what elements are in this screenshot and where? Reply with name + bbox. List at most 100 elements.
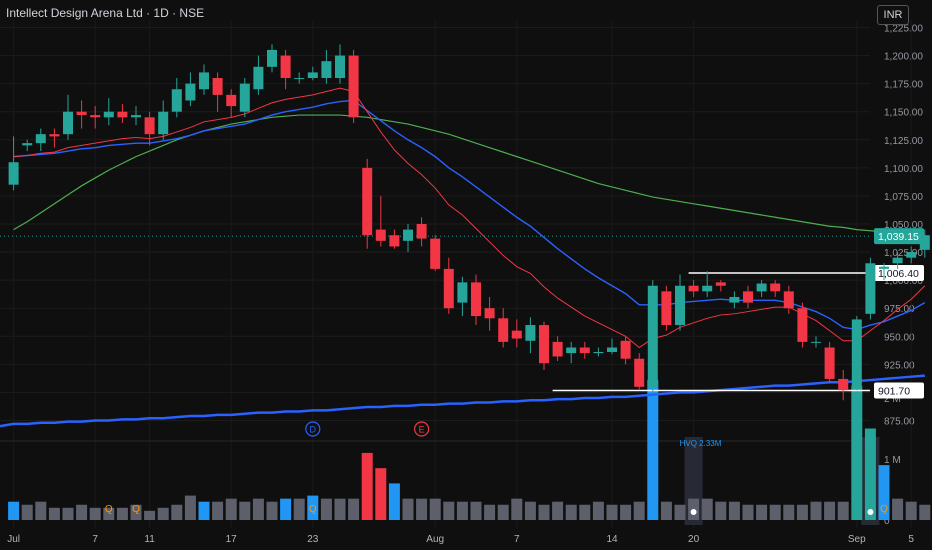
q-marker: Q [309,504,317,515]
volume-bar [225,498,237,520]
x-tick-label: 23 [307,534,319,545]
candle-body [879,266,889,269]
candle-body [171,89,182,112]
volume-bar [674,504,686,520]
q-marker: Q [880,504,888,515]
volume-bar [783,504,795,520]
candle-body [267,49,277,67]
hvq-label: HVQ 2.33M [680,439,722,448]
volume-tick-label: 2 M [884,394,901,405]
volume-bar [144,510,156,520]
candle-body [8,162,19,185]
volume-bar [21,504,33,520]
y-tick-label: 925.00 [884,360,915,371]
volume-bar [647,379,659,520]
candle-body [348,55,359,118]
candle-body [443,268,454,309]
x-tick-label: Aug [426,534,444,545]
candle-body [22,143,33,146]
candle-body [321,61,332,79]
x-tick-label: 14 [606,534,618,545]
volume-bar [565,504,577,520]
volume-bar [443,501,455,520]
volume-bar [48,507,60,520]
candle-body [335,55,345,79]
candle-body [892,257,903,264]
y-tick-label: 1,150.00 [884,108,923,119]
candle-body [403,229,413,241]
q-marker: Q [132,504,140,515]
y-tick-label: 1,125.00 [884,136,923,147]
candle-body [144,117,155,135]
volume-bar [361,452,373,520]
volume-bar [837,501,849,520]
candle-body [294,78,305,80]
candle-body [76,111,87,116]
candle-body [729,296,740,303]
candle-body [484,308,495,319]
y-tick-label: 1,200.00 [884,52,923,63]
last-price-tag [874,228,924,245]
volume-tick-label: 1 M [884,455,901,466]
volume-bar [62,507,74,520]
candle-body [416,223,427,239]
candle-body [743,291,753,303]
volume-bar [130,504,142,520]
volume-bar [402,498,414,520]
volume-bar [239,501,251,520]
volume-bar [864,428,876,520]
x-tick-label: Jul [7,534,20,545]
hvq-dot [690,509,697,515]
candle-body [430,238,441,269]
candle-body [552,341,563,357]
x-tick-label: 20 [688,534,700,545]
volume-bar [103,507,115,520]
volume-bar [592,501,604,520]
chart-title: Intellect Design Arena Ltd · 1D · NSE [6,6,205,20]
x-tick-label: Sep [848,534,866,545]
x-tick-label: 17 [226,534,238,545]
volume-bar [878,465,890,520]
x-tick-label: 7 [92,534,98,545]
event-marker-label: E [419,425,425,435]
volume-bar [606,504,618,520]
sma-200-line [0,374,925,428]
volume-bar [796,504,808,520]
candle-body [212,78,223,95]
candle-body [525,325,536,341]
volume-bar [742,504,754,520]
volume-bar [715,501,727,520]
price-line-tag [874,382,924,399]
x-tick-label: 11 [144,534,155,545]
volume-bar [728,501,740,520]
currency-button[interactable]: INR [877,5,909,25]
candle-body [280,55,291,79]
candle-body [919,235,930,250]
candle-body [158,111,169,135]
y-tick-label: 1,075.00 [884,192,923,203]
y-tick-label: 875.00 [884,416,915,427]
volume-bar [320,498,332,520]
y-tick-label: 950.00 [884,332,915,343]
y-tick-label: 1,100.00 [884,164,923,175]
volume-bar [701,498,713,520]
volume-bar [892,498,904,520]
volume-bar [76,504,88,520]
volume-bar [810,501,822,520]
hvq-dot [867,509,874,515]
volume-bar [524,501,536,520]
volume-bar [35,501,47,520]
candle-body [566,347,577,354]
volume-bar [824,501,836,520]
candle-body [634,358,645,387]
volume-bar [919,504,931,520]
candle-body [389,235,400,247]
event-marker [414,421,430,437]
volume-bar [252,498,264,520]
volume-bar [157,507,169,520]
volume-bar [293,498,305,520]
y-tick-label: 975.00 [884,304,915,315]
event-marker-label: D [310,425,317,435]
volume-bar [905,501,917,520]
